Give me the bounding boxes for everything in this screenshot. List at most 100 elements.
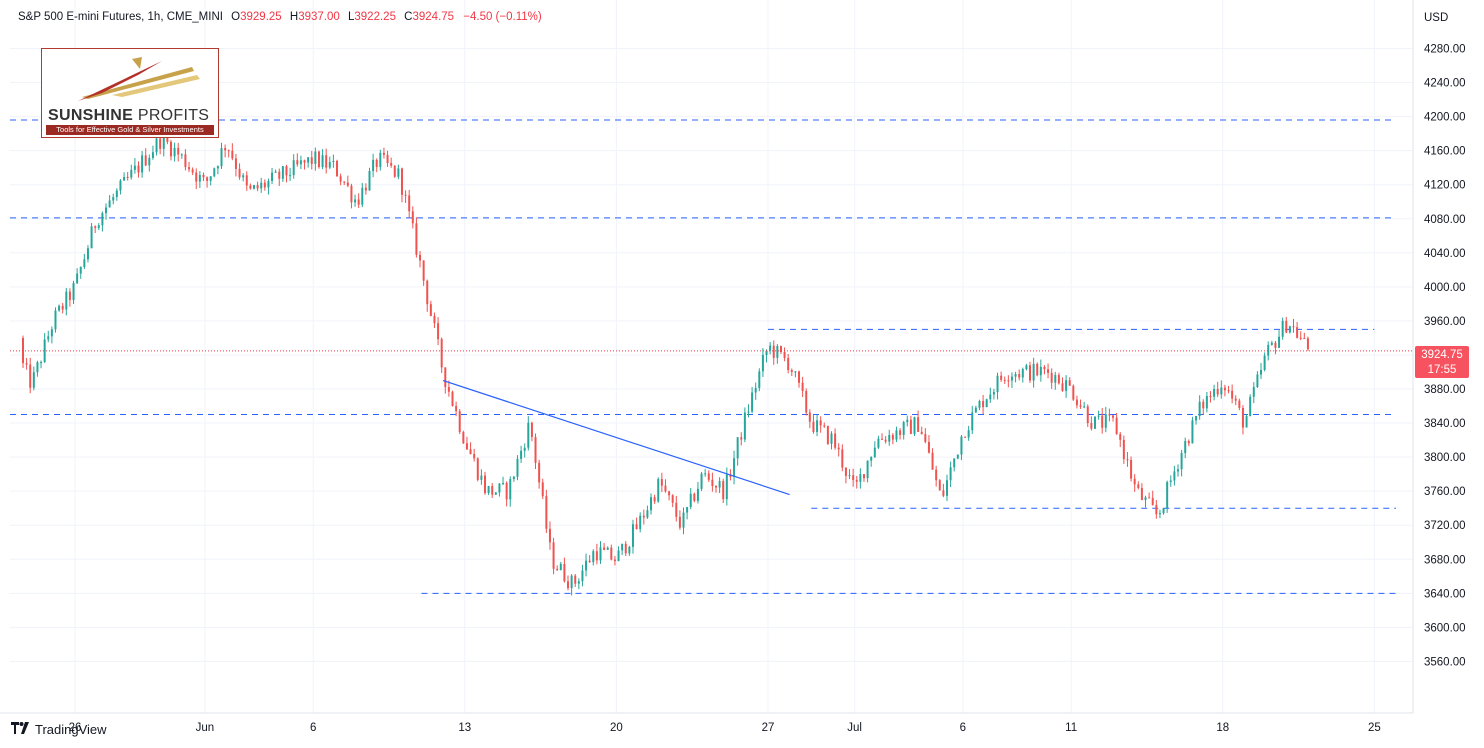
candle-body: [491, 486, 494, 495]
candle-body: [281, 166, 284, 179]
candle-body: [765, 350, 768, 355]
horizontal-levels[interactable]: [10, 119, 1396, 594]
candle-body: [841, 449, 844, 468]
candle-body: [967, 430, 970, 438]
candle-body: [588, 560, 591, 563]
candle-body: [115, 190, 118, 198]
candle-body: [1014, 374, 1017, 377]
candle-body: [848, 475, 851, 477]
candle-body: [271, 172, 274, 181]
candle-body: [512, 476, 515, 480]
candle-body: [1220, 387, 1223, 395]
tradingview-branding[interactable]: TradingView: [11, 722, 107, 737]
open-value: 3929.25: [240, 11, 282, 23]
candle-body: [628, 546, 631, 554]
currency-label[interactable]: USD: [1424, 12, 1449, 24]
candle-body: [567, 581, 570, 589]
candle-body: [238, 168, 241, 178]
candle-body: [209, 176, 212, 181]
candle-body: [606, 547, 609, 550]
symbol-title[interactable]: S&P 500 E-mini Futures, 1h, CME_MINI: [18, 11, 223, 23]
trend-lines[interactable]: [442, 379, 790, 496]
candle-body: [1231, 390, 1234, 399]
logo-name-bold: SUNSHINE: [48, 107, 134, 124]
candle-body: [1162, 508, 1165, 514]
candle-body: [888, 434, 891, 442]
price-tick-label: 4040.00: [1424, 248, 1466, 260]
candle-body: [610, 547, 613, 560]
candle-body: [1090, 423, 1093, 429]
time-axis[interactable]: 26 Jun 6 13 20 27 Jul 6 11 18 25: [69, 722, 1381, 734]
candle-body: [812, 421, 815, 432]
candle-body: [155, 138, 158, 153]
candle-body: [945, 480, 948, 496]
candle-body: [148, 157, 151, 166]
candle-body: [325, 155, 328, 168]
price-tick-label: 4080.00: [1424, 214, 1466, 226]
legend-header: S&P 500 E-mini Futures, 1h, CME_MINI O39…: [18, 11, 542, 23]
open-label: O: [231, 11, 241, 23]
candle-body: [317, 151, 320, 168]
candle-body: [527, 422, 530, 448]
candle-body: [779, 346, 782, 352]
candle-body: [422, 260, 425, 281]
candle-body: [660, 479, 663, 486]
candle-body: [722, 481, 725, 500]
time-tick-label: Jul: [847, 722, 862, 734]
candle-body: [1267, 344, 1270, 356]
candle-body: [123, 176, 126, 181]
candle-body: [47, 336, 50, 340]
candle-body: [231, 150, 234, 159]
candle-body: [455, 405, 458, 412]
price-axis[interactable]: 3560.00 3600.00 3640.00 3680.00 3720.00 3760.…: [1424, 43, 1466, 668]
candle-body: [357, 199, 360, 205]
candle-body: [942, 490, 945, 496]
candle-body: [494, 492, 497, 495]
time-tick-label: 25: [1368, 722, 1381, 734]
candle-body: [159, 138, 162, 149]
candle-body: [1205, 396, 1208, 409]
candle-body: [339, 176, 342, 182]
candle-body: [855, 480, 858, 482]
candle-body: [278, 171, 281, 179]
candle-body: [224, 148, 227, 151]
price-tick-label: 3680.00: [1424, 554, 1466, 566]
candle-body: [126, 176, 129, 178]
candle-body: [1195, 416, 1198, 421]
candle-body: [469, 449, 472, 455]
candle-body: [1029, 365, 1032, 381]
candle-body: [884, 439, 887, 442]
candle-body: [343, 181, 346, 183]
sunshine-profits-logo: SUNSHINE PROFITS Tools for Effective Gol…: [41, 48, 219, 138]
candle-body: [285, 166, 288, 176]
candle-body: [65, 291, 68, 310]
candle-body: [902, 422, 905, 435]
candle-body: [992, 392, 995, 395]
candle-body: [368, 171, 371, 191]
candle-body: [1303, 337, 1306, 339]
candle-body: [1288, 326, 1291, 333]
candle-body: [920, 431, 923, 435]
candle-body: [751, 392, 754, 412]
vertical-grid: [74, 0, 1375, 713]
price-tick-label: 3640.00: [1424, 588, 1466, 600]
candle-body: [1278, 336, 1281, 348]
candle-body: [465, 443, 468, 450]
candle-body: [476, 458, 479, 480]
candle-body: [826, 426, 829, 444]
candle-body: [671, 495, 674, 503]
candle-body: [108, 200, 111, 208]
candle-body: [336, 160, 339, 177]
candle-body: [1137, 484, 1140, 489]
candle-body: [1274, 342, 1277, 348]
candle-body: [733, 458, 736, 477]
candle-body: [234, 158, 237, 169]
candle-body: [931, 452, 934, 470]
candle-body: [1115, 417, 1118, 435]
candle-body: [639, 515, 642, 530]
time-tick-label: 26: [69, 722, 82, 734]
candle-body: [747, 411, 750, 413]
candle-body: [54, 310, 57, 330]
candle-body: [985, 399, 988, 408]
